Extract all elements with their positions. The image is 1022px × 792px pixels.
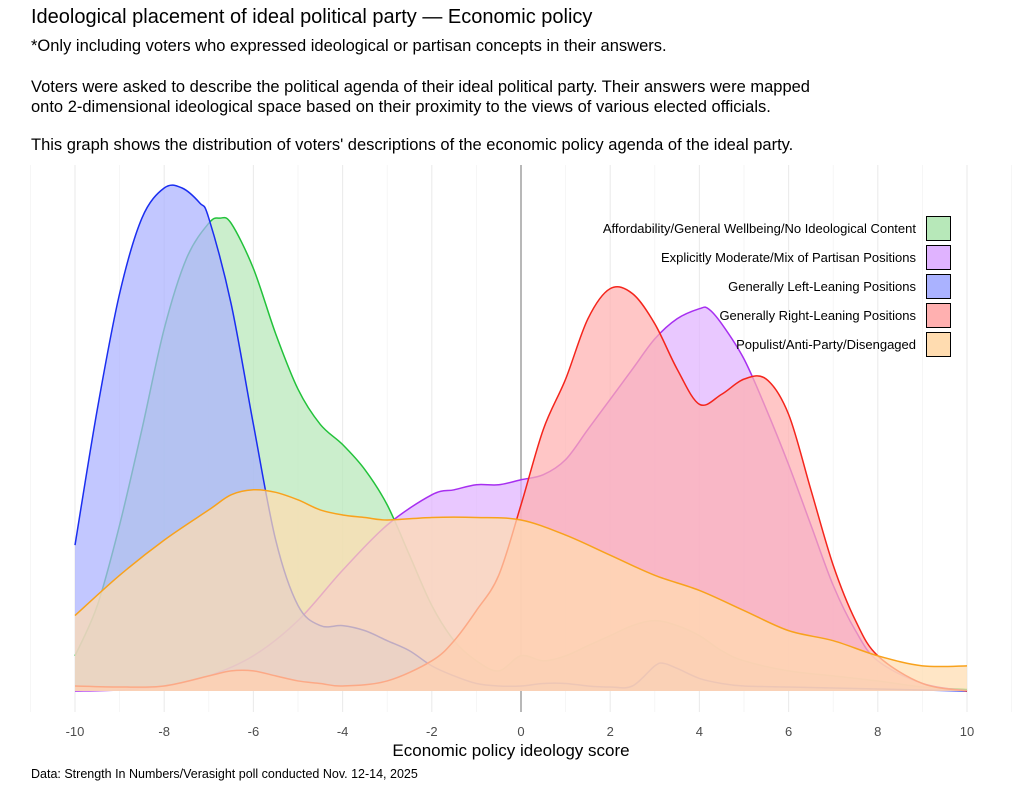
legend-key — [926, 274, 951, 299]
x-tick-label: 8 — [874, 724, 881, 739]
x-tick-label: 2 — [607, 724, 614, 739]
legend-key — [926, 303, 951, 328]
source-note: Data: Strength In Numbers/Verasight poll… — [31, 767, 418, 781]
density-areas — [74, 184, 968, 692]
x-tick-label: -6 — [248, 724, 260, 739]
legend-label: Explicitly Moderate/Mix of Partisan Posi… — [660, 250, 916, 265]
chart-note: *Only including voters who expressed ide… — [31, 37, 667, 55]
legend-label: Generally Right-Leaning Positions — [719, 308, 916, 323]
x-tick-label: 4 — [696, 724, 703, 739]
x-axis-label: Economic policy ideology score — [392, 741, 630, 760]
chart-description-line-1: Voters were asked to describe the politi… — [31, 78, 810, 96]
chart-description-line-2: onto 2-dimensional ideological space bas… — [31, 98, 771, 116]
x-tick-label: 0 — [517, 724, 524, 739]
density-line-populist-anti-party-disengaged — [74, 488, 968, 668]
x-tick-label: 6 — [785, 724, 792, 739]
x-tick-label: -10 — [66, 724, 85, 739]
chart-title: Ideological placement of ideal political… — [31, 6, 593, 28]
legend-label: Populist/Anti-Party/Disengaged — [736, 337, 916, 352]
density-fill-populist-anti-party-disengaged — [75, 489, 967, 691]
legend-label: Generally Left-Leaning Positions — [728, 279, 916, 294]
chart-description-line-3: This graph shows the distribution of vot… — [31, 136, 794, 154]
legend-key — [926, 332, 951, 357]
legend-label: Affordability/General Wellbeing/No Ideol… — [602, 221, 916, 236]
x-tick-label: -2 — [426, 724, 438, 739]
x-tick-label: -4 — [337, 724, 349, 739]
x-tick-label: -8 — [158, 724, 170, 739]
x-tick-label: 10 — [960, 724, 974, 739]
density-fill-generally-right-leaning-positions — [75, 286, 967, 691]
x-axis-ticks: -10 -8 -6 -4 -2 0 2 4 6 8 10 — [66, 724, 975, 739]
legend-key — [926, 216, 951, 241]
legend-key — [926, 245, 951, 270]
